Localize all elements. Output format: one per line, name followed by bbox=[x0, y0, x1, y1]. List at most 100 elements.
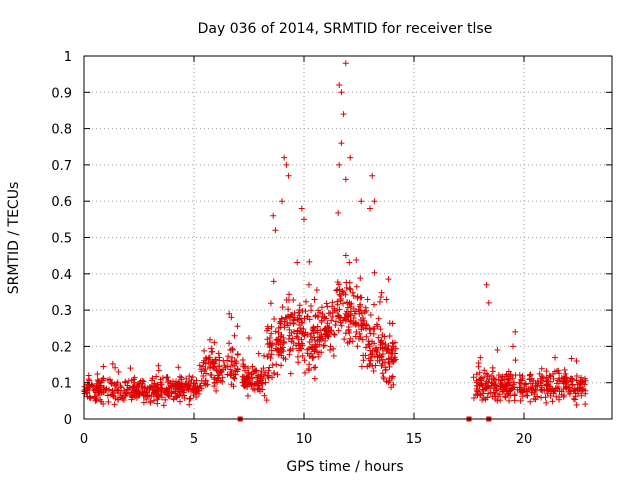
data-point bbox=[160, 402, 167, 409]
data-point bbox=[335, 312, 342, 319]
data-point bbox=[207, 336, 214, 343]
data-point bbox=[370, 301, 377, 308]
data-point bbox=[263, 397, 270, 404]
data-point bbox=[200, 373, 207, 380]
data-point bbox=[352, 333, 359, 340]
data-point bbox=[195, 390, 202, 397]
data-point bbox=[318, 349, 325, 356]
data-point bbox=[510, 381, 517, 388]
data-point bbox=[184, 383, 191, 390]
data-point bbox=[364, 296, 371, 303]
data-point bbox=[190, 392, 197, 399]
data-point bbox=[192, 385, 199, 392]
data-point bbox=[128, 377, 135, 384]
data-point bbox=[507, 371, 514, 378]
data-point bbox=[353, 329, 360, 336]
data-point bbox=[311, 375, 318, 382]
y-tick-label: 0 bbox=[64, 413, 72, 428]
data-point bbox=[483, 281, 490, 288]
data-point bbox=[546, 383, 553, 390]
data-point bbox=[524, 392, 531, 399]
data-point bbox=[543, 368, 550, 375]
data-point bbox=[115, 368, 122, 375]
data-point bbox=[293, 342, 300, 349]
y-tick-label: 0.6 bbox=[51, 195, 72, 210]
x-tick-label: 0 bbox=[80, 432, 88, 447]
data-point bbox=[549, 398, 556, 405]
data-point bbox=[481, 367, 488, 374]
data-point bbox=[357, 301, 364, 308]
data-point bbox=[105, 398, 112, 405]
data-point bbox=[261, 392, 268, 399]
data-point bbox=[122, 393, 129, 400]
data-point bbox=[166, 393, 173, 400]
data-point bbox=[358, 310, 365, 317]
data-point bbox=[373, 321, 380, 328]
data-point bbox=[297, 345, 304, 352]
data-point bbox=[314, 323, 321, 330]
data-point bbox=[165, 392, 172, 399]
data-point bbox=[280, 348, 287, 355]
data-point bbox=[158, 381, 165, 388]
data-point bbox=[321, 326, 328, 333]
data-point bbox=[349, 338, 356, 345]
data-point bbox=[379, 332, 386, 339]
data-point bbox=[328, 317, 335, 324]
data-point bbox=[343, 279, 350, 286]
data-point bbox=[378, 289, 385, 296]
data-point bbox=[350, 314, 357, 321]
x-tick-label: 20 bbox=[516, 432, 533, 447]
grid-lines bbox=[84, 56, 612, 419]
x-axis-label: GPS time / hours bbox=[286, 459, 403, 475]
data-point bbox=[489, 380, 496, 387]
data-point bbox=[164, 374, 171, 381]
data-point bbox=[113, 381, 120, 388]
data-point bbox=[288, 338, 295, 345]
data-point bbox=[365, 338, 372, 345]
data-point bbox=[474, 382, 481, 389]
data-point bbox=[344, 340, 351, 347]
data-point bbox=[153, 373, 160, 380]
data-point bbox=[222, 364, 229, 371]
data-point bbox=[227, 366, 234, 373]
data-point bbox=[574, 386, 581, 393]
data-point bbox=[252, 368, 259, 375]
data-point bbox=[354, 343, 361, 350]
data-point bbox=[332, 322, 339, 329]
data-point bbox=[573, 357, 580, 364]
data-point bbox=[180, 389, 187, 396]
data-point bbox=[369, 172, 376, 179]
data-point bbox=[299, 319, 306, 326]
data-point bbox=[131, 374, 138, 381]
data-point bbox=[320, 342, 327, 349]
data-point bbox=[267, 354, 274, 361]
data-point bbox=[333, 287, 340, 294]
data-point bbox=[205, 359, 212, 366]
data-point bbox=[511, 397, 518, 404]
data-point bbox=[277, 320, 284, 327]
data-point bbox=[281, 154, 288, 161]
data-point bbox=[356, 330, 363, 337]
data-point bbox=[231, 332, 238, 339]
data-point bbox=[177, 383, 184, 390]
data-point bbox=[540, 377, 547, 384]
data-point bbox=[486, 376, 493, 383]
data-point bbox=[344, 304, 351, 311]
data-point bbox=[85, 382, 92, 389]
data-point bbox=[279, 304, 286, 311]
data-point bbox=[309, 353, 316, 360]
data-point bbox=[187, 395, 194, 402]
data-point bbox=[521, 385, 528, 392]
data-point bbox=[284, 319, 291, 326]
data-point bbox=[242, 382, 249, 389]
data-point bbox=[378, 339, 385, 346]
data-point bbox=[325, 310, 332, 317]
y-axis-label: SRMTID / TECUs bbox=[6, 182, 22, 295]
data-point bbox=[106, 376, 113, 383]
data-point bbox=[154, 393, 161, 400]
data-point bbox=[203, 355, 210, 362]
y-tick-label: 1 bbox=[64, 50, 72, 65]
data-point bbox=[542, 394, 549, 401]
data-point bbox=[573, 377, 580, 384]
data-point bbox=[321, 337, 328, 344]
